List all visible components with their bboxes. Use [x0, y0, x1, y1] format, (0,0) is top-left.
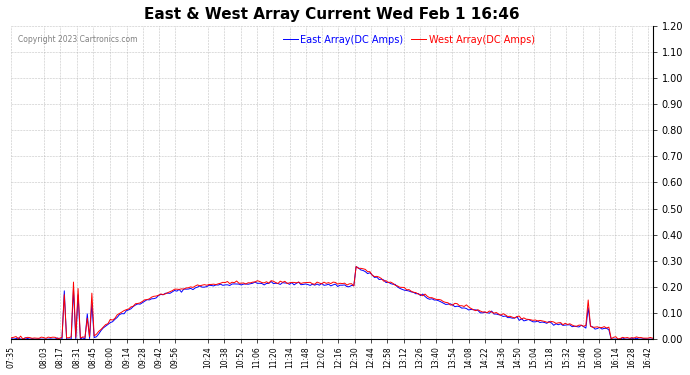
- East Array(DC Amps): [352, 264, 360, 269]
- East Array(DC Amps): [407, 290, 415, 294]
- East Array(DC Amps): [649, 337, 657, 341]
- Line: East Array(DC Amps): East Array(DC Amps): [12, 267, 653, 339]
- West Array(DC Amps): [377, 276, 386, 281]
- Legend: East Array(DC Amps), West Array(DC Amps): East Array(DC Amps), West Array(DC Amps): [279, 31, 539, 48]
- Text: Copyright 2023 Cartronics.com: Copyright 2023 Cartronics.com: [18, 35, 137, 44]
- West Array(DC Amps): [352, 264, 360, 269]
- East Array(DC Amps): [8, 336, 16, 341]
- West Array(DC Amps): [19, 337, 27, 341]
- West Array(DC Amps): [649, 336, 657, 340]
- West Array(DC Amps): [8, 336, 16, 340]
- West Array(DC Amps): [108, 318, 117, 322]
- West Array(DC Amps): [317, 282, 326, 286]
- West Array(DC Amps): [545, 320, 553, 324]
- East Array(DC Amps): [317, 281, 326, 286]
- East Array(DC Amps): [377, 277, 386, 281]
- East Array(DC Amps): [10, 337, 18, 341]
- Line: West Array(DC Amps): West Array(DC Amps): [12, 267, 653, 339]
- East Array(DC Amps): [545, 319, 553, 324]
- West Array(DC Amps): [540, 319, 549, 324]
- East Array(DC Amps): [540, 320, 549, 325]
- East Array(DC Amps): [108, 320, 117, 324]
- West Array(DC Amps): [407, 289, 415, 294]
- Title: East & West Array Current Wed Feb 1 16:46: East & West Array Current Wed Feb 1 16:4…: [144, 7, 520, 22]
